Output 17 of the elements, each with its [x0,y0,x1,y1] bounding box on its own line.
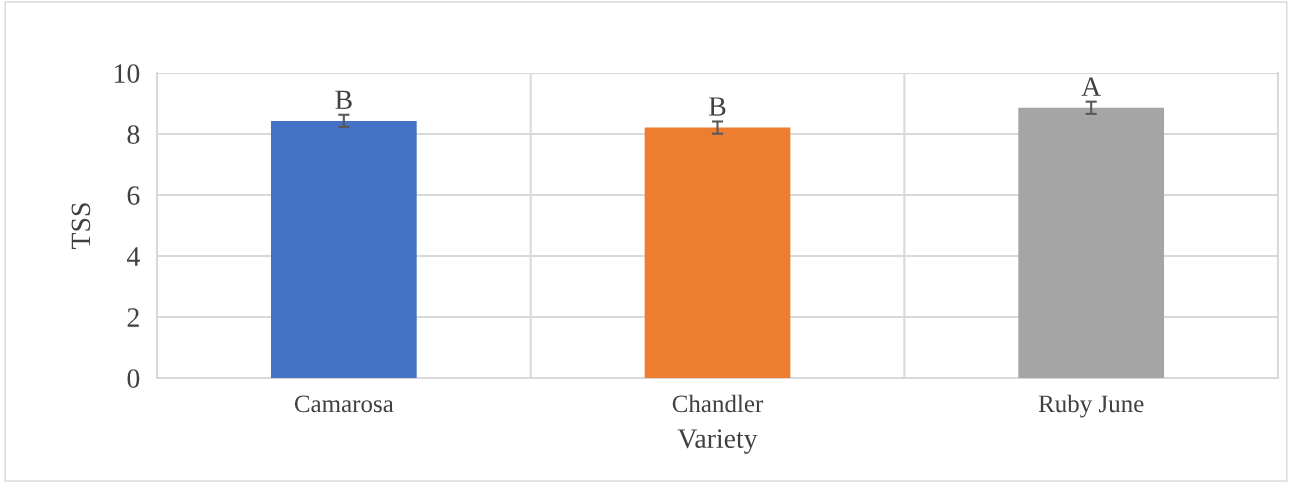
annotation: B [709,97,726,116]
annotation: B [335,90,352,109]
bar [644,127,791,378]
bar [1018,107,1165,378]
y-tick-label: 0 [127,369,140,388]
x-axis-title: Variety [677,429,758,454]
x-tick-label: Ruby June [1038,394,1144,418]
x-tick-label: Camarosa [294,395,394,413]
y-tick-label: 2 [127,308,139,327]
bar [270,120,417,378]
y-tick-label: 10 [115,64,140,83]
y-tick-label: 8 [127,125,140,144]
y-axis-title: TSS [71,203,91,249]
x-tick-label: Chandler [672,394,764,413]
y-tick-label: 4 [126,247,140,266]
y-tick-label: 6 [127,186,140,205]
annotation: A [1081,77,1101,96]
